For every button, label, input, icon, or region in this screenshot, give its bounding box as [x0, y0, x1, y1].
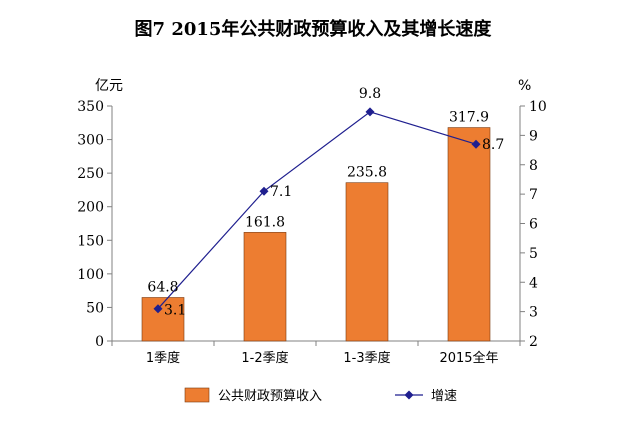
left-tick-label: 250 — [77, 166, 104, 182]
line-data-label: 3.1 — [164, 303, 186, 319]
left-tick-label: 350 — [77, 99, 104, 115]
left-axis-unit: 亿元 — [95, 78, 123, 94]
line-data-label: 8.7 — [482, 137, 504, 153]
legend-line-label: 增速 — [431, 389, 457, 404]
bar-data-label: 317.9 — [449, 110, 489, 126]
right-tick-label: 4 — [529, 275, 538, 291]
x-tick-label: 1-2季度 — [241, 350, 288, 366]
growth-point — [471, 139, 481, 149]
bar — [243, 232, 287, 342]
left-tick-label: 100 — [77, 267, 104, 283]
growth-point — [365, 107, 375, 117]
right-tick-label: 7 — [529, 187, 538, 203]
bar-data-label: 161.8 — [245, 214, 285, 230]
bar-data-label: 64.8 — [147, 279, 178, 295]
growth-point — [259, 186, 269, 196]
right-tick-label: 10 — [529, 99, 547, 115]
bar — [141, 297, 185, 342]
right-axis-unit: % — [518, 78, 531, 94]
right-tick-label: 3 — [529, 305, 538, 321]
right-tick-label: 2 — [529, 334, 538, 350]
right-tick-label: 8 — [529, 158, 538, 174]
left-tick-label: 200 — [77, 200, 104, 216]
legend: 公共财政预算收入 增速 — [184, 387, 457, 404]
plot-area: 0 50 100 150 200 250 300 350 2 3 4 5 6 7 8 9 10 1季度 1-2季度 1… — [77, 86, 547, 366]
right-tick-label: 5 — [529, 246, 538, 262]
growth-line — [157, 111, 477, 310]
bar — [345, 182, 389, 342]
right-tick-label: 9 — [529, 128, 538, 144]
left-tick-label: 300 — [77, 133, 104, 149]
legend-bar-swatch — [184, 387, 210, 403]
legend-line-marker — [404, 390, 414, 400]
bar — [447, 127, 491, 342]
line-data-label: 7.1 — [270, 184, 292, 200]
left-tick-label: 50 — [86, 300, 104, 316]
growth-point — [153, 304, 163, 314]
x-tick-label: 2015全年 — [439, 350, 498, 366]
bar-data-label: 235.8 — [347, 165, 387, 181]
chart-title: 图7 2015年公共财政预算收入及其增长速度 — [135, 18, 493, 40]
left-tick-label: 0 — [95, 334, 104, 350]
line-data-label: 9.8 — [359, 86, 381, 102]
x-tick-label: 1季度 — [146, 350, 180, 366]
right-tick-label: 6 — [529, 217, 538, 233]
x-tick-label: 1-3季度 — [343, 350, 390, 366]
left-tick-label: 150 — [77, 233, 104, 249]
legend-bar-label: 公共财政预算收入 — [218, 389, 322, 404]
